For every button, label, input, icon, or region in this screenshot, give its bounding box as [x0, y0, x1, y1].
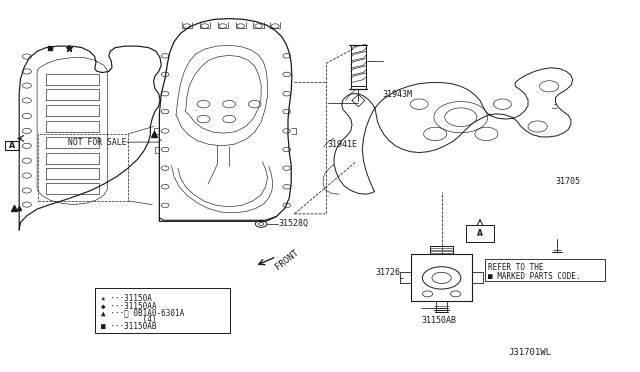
- Bar: [95, 288, 230, 333]
- Text: 31941E: 31941E: [328, 140, 358, 149]
- Text: 31705: 31705: [556, 177, 580, 186]
- Text: ▲ ···Ⓑ 0B1A0-6301A: ▲ ···Ⓑ 0B1A0-6301A: [101, 309, 184, 318]
- Bar: [466, 225, 494, 242]
- Text: 31943M: 31943M: [383, 90, 413, 99]
- Text: 31528Q: 31528Q: [278, 219, 308, 228]
- Text: REFER TO THE: REFER TO THE: [488, 263, 543, 272]
- Text: A: A: [477, 229, 483, 238]
- Text: J31701WL: J31701WL: [509, 348, 552, 357]
- Text: 31150AB: 31150AB: [421, 316, 456, 325]
- Text: FRONT: FRONT: [274, 248, 301, 272]
- Bar: [5, 141, 19, 150]
- Bar: [38, 134, 128, 201]
- Text: ◆ ···31150AA: ◆ ···31150AA: [101, 301, 157, 310]
- Text: 31726: 31726: [376, 268, 401, 277]
- Text: (4): (4): [101, 315, 157, 324]
- Bar: [485, 259, 605, 281]
- Text: A: A: [9, 141, 15, 150]
- Text: NOT FOR SALE: NOT FOR SALE: [68, 138, 127, 147]
- Text: ■ MARKED PARTS CODE.: ■ MARKED PARTS CODE.: [488, 272, 580, 280]
- Text: ■ ···31150AB: ■ ···31150AB: [101, 322, 157, 331]
- Text: ★ ···31150A: ★ ···31150A: [101, 294, 152, 303]
